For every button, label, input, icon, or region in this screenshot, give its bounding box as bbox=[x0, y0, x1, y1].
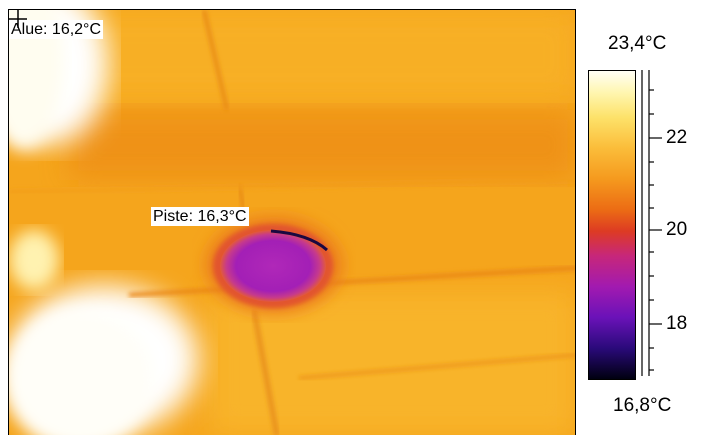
tick-label-22: 22 bbox=[666, 127, 688, 148]
spot-crosshair-icon bbox=[9, 10, 27, 28]
thermal-image: Alue: 16,2°C Piste: 16,3°C bbox=[8, 9, 576, 435]
temperature-colorbar bbox=[588, 70, 636, 380]
scale-axis bbox=[641, 70, 662, 376]
thermal-scene bbox=[9, 10, 575, 435]
scale-max-label: 23,4°C bbox=[608, 33, 667, 54]
area-measurement-label: Alue: 16,2°C bbox=[9, 20, 104, 39]
axis-ticks bbox=[649, 89, 662, 371]
tick-label-18: 18 bbox=[666, 313, 688, 334]
spot-measurement-label: Piste: 16,3°C bbox=[151, 207, 249, 226]
scale-min-label: 16,8°C bbox=[613, 395, 672, 416]
tick-label-20: 20 bbox=[666, 219, 688, 240]
